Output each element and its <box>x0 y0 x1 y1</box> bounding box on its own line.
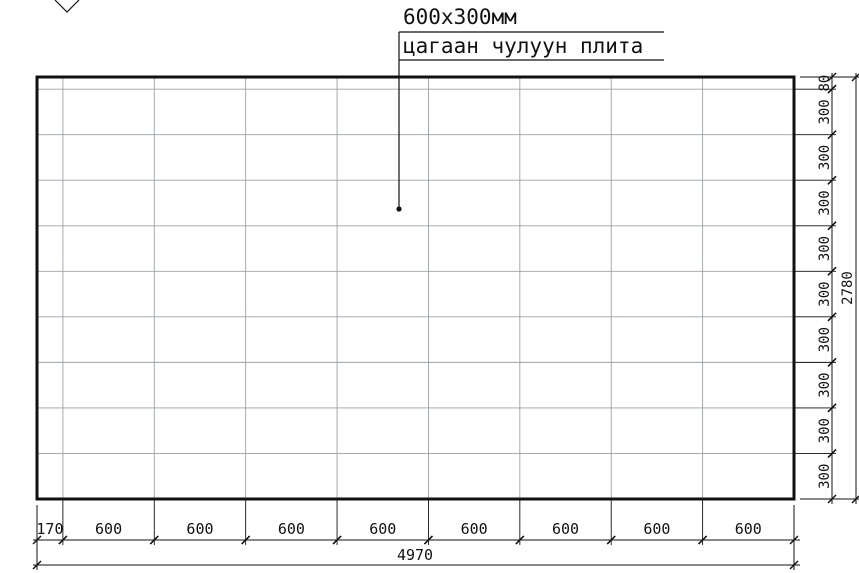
v-dimension-label: 300 <box>817 236 833 261</box>
h-dimension-label: 600 <box>95 520 122 538</box>
v-dimension-label: 300 <box>817 190 833 215</box>
h-total-dimension-label: 4970 <box>397 546 433 564</box>
h-dim-tick <box>606 535 616 545</box>
v-total-dimension-label: 2780 <box>840 271 856 305</box>
h-dim-tick <box>698 535 708 545</box>
v-dim-tick <box>827 357 837 367</box>
v-dimension-label: 300 <box>817 418 833 443</box>
v-dimension-label: 300 <box>817 464 833 489</box>
h-dimension-label: 600 <box>186 520 213 538</box>
h-dimension-label: 600 <box>278 520 305 538</box>
tile-material-label: цагаан чулуун плита <box>403 34 643 58</box>
v-dim-tick <box>827 221 837 231</box>
h-dim-tick <box>332 535 342 545</box>
v-dimension-label: 300 <box>817 99 833 124</box>
v-dim-tick <box>827 312 837 322</box>
v-dimension-label: 300 <box>817 281 833 306</box>
v-total-tick-top <box>851 73 859 82</box>
leader-callout: 600x300мм цагаан чулуун плита <box>396 5 664 212</box>
v-dim-tick <box>827 72 837 82</box>
h-total-tick-left <box>32 560 42 570</box>
v-dimension-label: 300 <box>817 373 833 398</box>
h-dimension-label: 170 <box>36 520 63 538</box>
h-dim-tick <box>423 535 433 545</box>
h-dimension-label: 600 <box>461 520 488 538</box>
v-dim-tick <box>827 266 837 276</box>
horizontal-dimension-chain: 4970 170 600 600 600 600 600 600 600 600 <box>32 499 800 570</box>
h-dimension-label: 600 <box>643 520 670 538</box>
vertical-dimension-chain: 2780 80 300 300 300 300 300 300 300 300 300 <box>794 72 859 504</box>
h-dimension-label: 600 <box>735 520 762 538</box>
h-dim-tick <box>241 535 251 545</box>
corner-mark-icon <box>54 0 80 13</box>
v-dim-tick <box>827 175 837 185</box>
h-total-tick-right <box>789 560 799 570</box>
floor-outline <box>35 75 796 501</box>
v-dim-tick <box>827 84 837 94</box>
v-dimension-label: 80 <box>817 75 833 92</box>
v-dim-tick <box>827 448 837 458</box>
h-dimension-label: 600 <box>552 520 579 538</box>
v-total-tick-bottom <box>851 495 859 504</box>
h-dim-tick <box>149 535 159 545</box>
v-dim-tick <box>827 403 837 413</box>
h-dimension-label: 600 <box>369 520 396 538</box>
h-dim-tick <box>789 535 799 545</box>
tile-grid <box>37 77 794 499</box>
v-dim-tick <box>827 494 837 504</box>
h-dim-tick <box>32 535 42 545</box>
v-dimension-label: 300 <box>817 327 833 352</box>
h-dim-tick <box>58 535 68 545</box>
v-dimension-label: 300 <box>817 145 833 170</box>
tile-size-label: 600x300мм <box>403 5 517 29</box>
v-dim-tick <box>827 130 837 140</box>
h-dim-tick <box>515 535 525 545</box>
